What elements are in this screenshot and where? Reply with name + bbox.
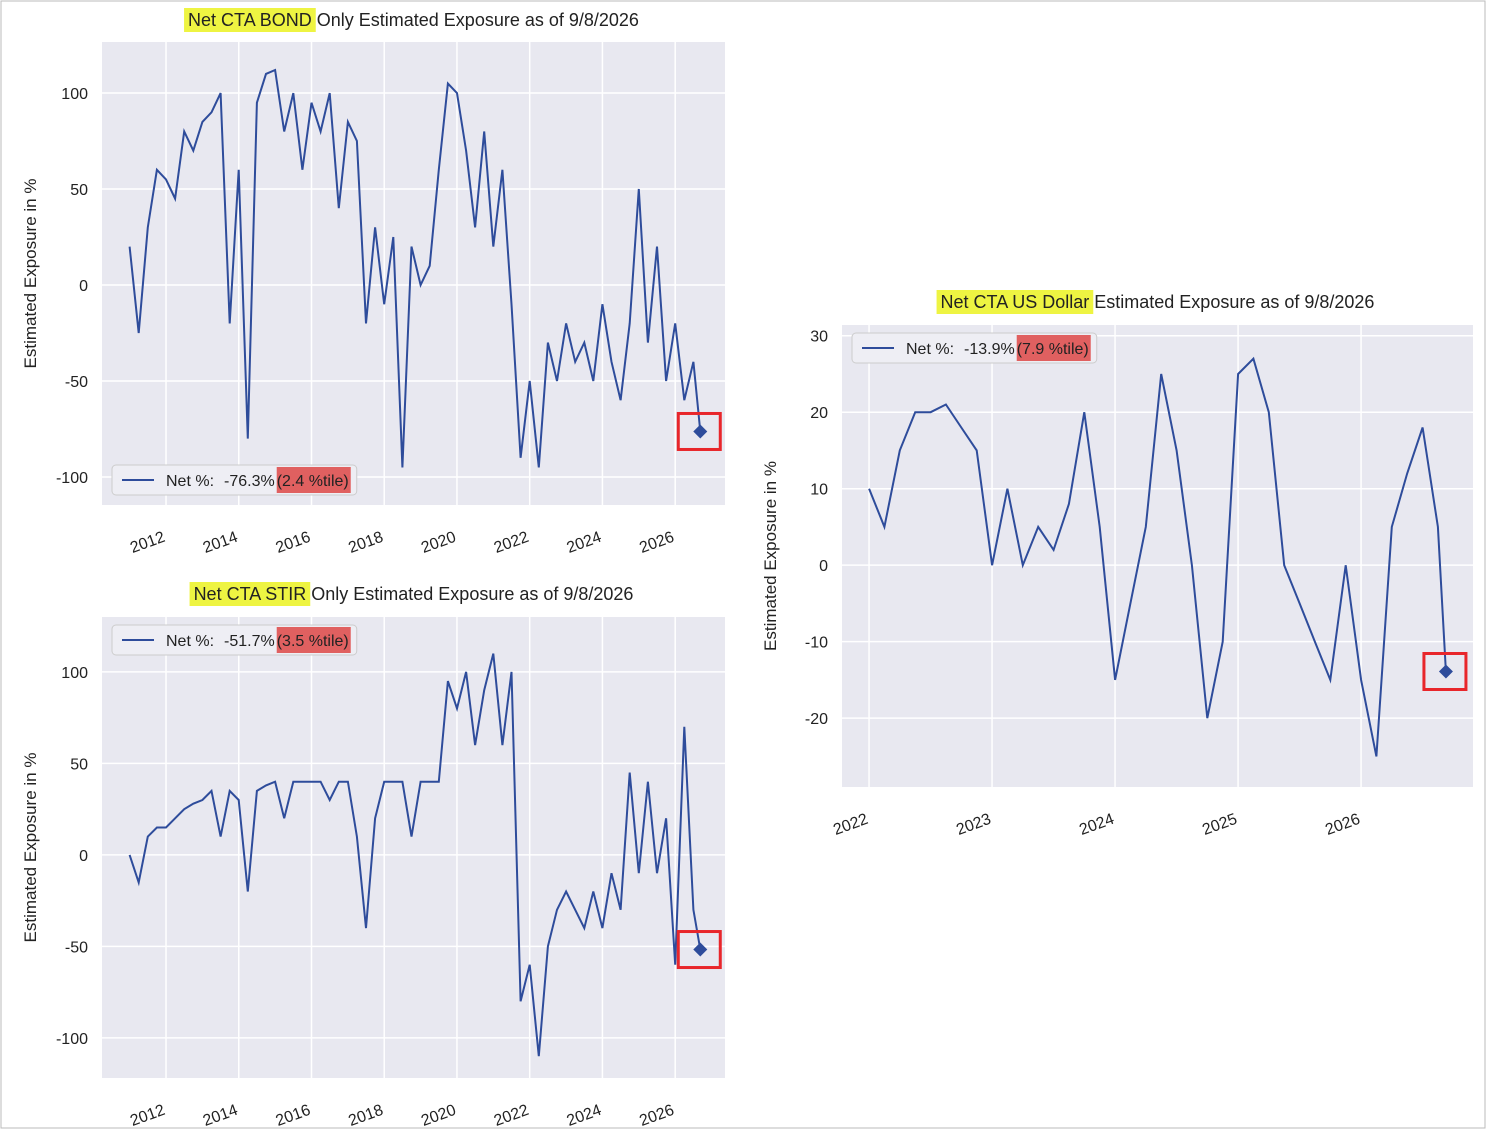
series-line — [128, 653, 702, 1057]
legend-percentile: (2.4 %tile) — [277, 473, 349, 490]
y-tick-label: 100 — [61, 86, 88, 103]
y-tick-label: 0 — [79, 848, 88, 865]
last-point-marker — [693, 424, 708, 439]
title-highlight — [189, 582, 311, 606]
y-tick-label: 30 — [810, 329, 828, 346]
y-tick-label: 0 — [79, 278, 88, 295]
chart-title: Estimated Exposure as of 9/8/2026 — [1094, 292, 1374, 312]
chart-title-highlight: Net CTA STIR — [194, 584, 307, 604]
legend-highlight — [1016, 335, 1091, 361]
legend-percentile: (3.5 %tile) — [277, 633, 349, 650]
chart-title-highlight: Net CTA BOND — [188, 10, 312, 30]
title-highlight — [184, 8, 316, 32]
y-tick-label: -50 — [65, 939, 88, 956]
title-highlight — [936, 290, 1094, 314]
legend-value: -76.3% — [224, 473, 275, 490]
highlight-box — [1422, 652, 1468, 691]
chart-title-highlight: Net CTA US Dollar — [941, 292, 1090, 312]
legend-highlight — [276, 467, 351, 493]
y-tick-label: -10 — [805, 635, 828, 652]
series-line — [868, 356, 1447, 757]
highlight-box — [676, 930, 722, 970]
y-axis-label: Estimated Exposure in % — [21, 753, 40, 943]
y-tick-label: -100 — [56, 1031, 88, 1048]
legend-highlight — [276, 627, 351, 653]
plot-area — [102, 42, 725, 505]
plot-area — [102, 617, 725, 1078]
legend-percentile: (7.9 %tile) — [1017, 341, 1089, 358]
chart-title: Only Estimated Exposure as of 9/8/2026 — [311, 584, 633, 604]
y-tick-label: -100 — [56, 470, 88, 487]
series-line — [128, 68, 702, 468]
last-point-marker — [693, 942, 708, 957]
highlight-box — [676, 411, 722, 451]
y-tick-label: -50 — [65, 374, 88, 391]
y-tick-label: 20 — [810, 405, 828, 422]
legend-label: Net %: — [906, 341, 954, 358]
y-axis-label: Estimated Exposure in % — [21, 179, 40, 369]
legend-label: Net %: — [166, 473, 214, 490]
y-tick-label: 100 — [61, 665, 88, 682]
last-point-marker — [1438, 664, 1453, 679]
y-tick-label: 0 — [819, 558, 828, 575]
y-tick-label: 10 — [810, 482, 828, 499]
legend-value: -51.7% — [224, 633, 275, 650]
legend-label: Net %: — [166, 633, 214, 650]
chart-title: Only Estimated Exposure as of 9/8/2026 — [317, 10, 639, 30]
y-tick-label: -20 — [805, 711, 828, 728]
legend-value: -13.9% — [964, 341, 1015, 358]
y-tick-label: 50 — [70, 756, 88, 773]
y-tick-label: 50 — [70, 182, 88, 199]
y-axis-label: Estimated Exposure in % — [761, 461, 780, 651]
